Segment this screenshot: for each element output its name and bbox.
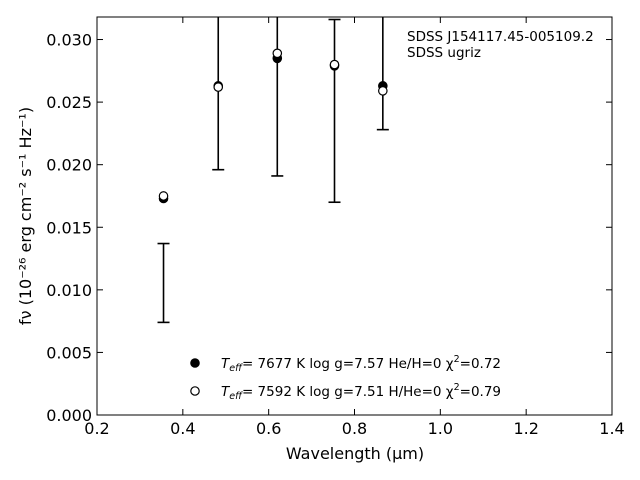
legend-entry: Teff= 7592 K log g=7.51 H/He=0 χ2=0.79 — [190, 382, 501, 402]
open-model-point — [213, 82, 224, 92]
open-model-point — [329, 59, 340, 70]
open-model-point — [378, 86, 388, 96]
error-bar — [157, 242, 170, 324]
annotation-line: SDSS J154117.45-005109.2 — [407, 29, 594, 45]
y-tick-label: 0.010 — [46, 281, 92, 300]
error-bar — [328, 18, 341, 204]
error-bar — [271, 17, 284, 177]
legend-marker-open — [190, 386, 200, 396]
x-tick-label: 0.4 — [170, 419, 195, 438]
y-tick-label: 0.025 — [46, 93, 92, 112]
axes: 0.2 0.4 0.6 0.8 1.0 1.2 1.4 0.000 0.005 0.010 0.01… — [46, 16, 625, 438]
legend-marker-filled — [190, 358, 200, 368]
y-tick-label: 0.030 — [46, 31, 92, 50]
x-tick-label: 1.4 — [599, 419, 624, 438]
legend-label: Teff= 7677 K log g=7.57 He/H=0 χ2=0.72 — [221, 354, 501, 374]
error-bar — [212, 17, 225, 171]
x-tick-label: 1.0 — [428, 419, 453, 438]
legend: Teff= 7677 K log g=7.57 He/H=0 χ2=0.72 Te… — [190, 354, 501, 402]
x-tick-label: 0.6 — [256, 419, 281, 438]
x-tick-label: 0.2 — [84, 419, 109, 438]
y-tick-label: 0.005 — [46, 343, 92, 362]
x-tick-label: 0.8 — [342, 419, 367, 438]
data-layer — [157, 17, 389, 324]
legend-entry: Teff= 7677 K log g=7.57 He/H=0 χ2=0.72 — [190, 354, 501, 374]
error-bar — [376, 17, 389, 131]
legend-label: Teff= 7592 K log g=7.51 H/He=0 χ2=0.79 — [221, 382, 501, 402]
open-model-point — [272, 48, 283, 59]
annotation-line: SDSS ugriz — [407, 45, 481, 61]
y-tick-label: 0.020 — [46, 156, 92, 175]
y-tick-label: 0.000 — [46, 406, 92, 425]
y-tick-label: 0.015 — [46, 218, 92, 237]
plot-area — [157, 17, 389, 324]
x-axis-label: Wavelength (μm) — [286, 444, 424, 463]
y-axis-label: fν (10⁻²⁶ erg cm⁻² s⁻¹ Hz⁻¹) — [16, 107, 35, 325]
x-tick-label: 1.2 — [513, 419, 538, 438]
open-model-point — [158, 191, 169, 201]
